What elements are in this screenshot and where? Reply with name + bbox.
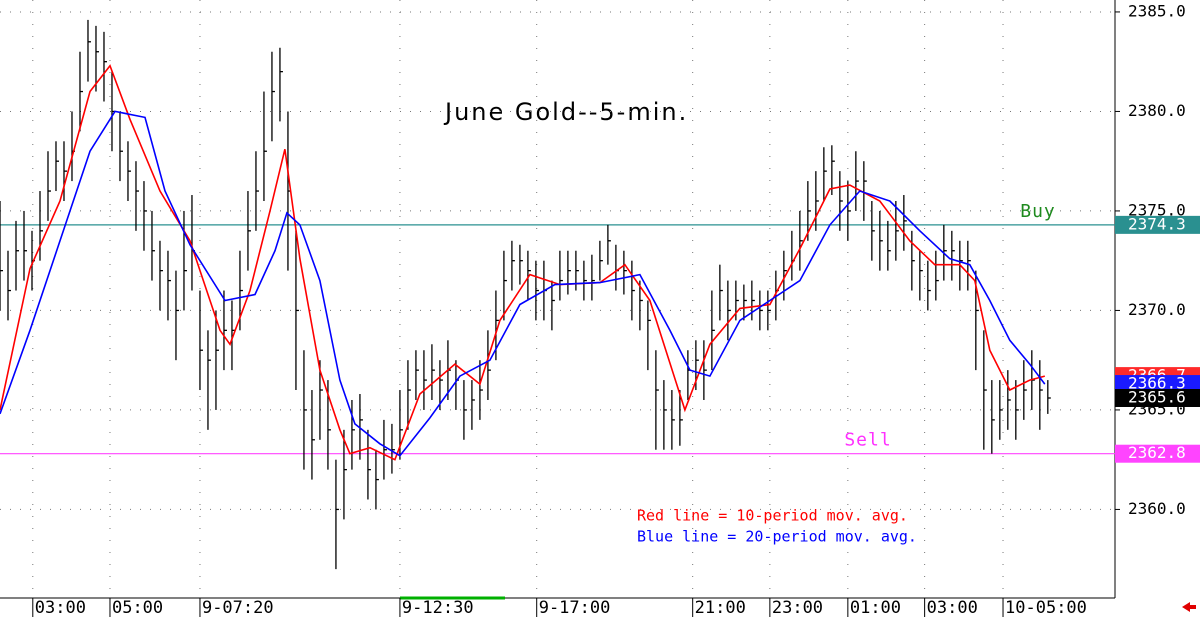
- level-label: Buy: [1020, 201, 1056, 222]
- annotation: Blue line = 20-period mov. avg.: [637, 528, 917, 546]
- x-tick-label: 01:00: [850, 598, 901, 617]
- price-label: 2366.3: [1128, 374, 1186, 393]
- y-tick-label: 2360.0: [1128, 499, 1186, 518]
- scroll-arrow[interactable]: [1182, 602, 1196, 612]
- x-tick-label: 9-07:20: [202, 598, 274, 617]
- y-tick-label: 2370.0: [1128, 300, 1186, 319]
- annotation: Red line = 10-period mov. avg.: [637, 507, 908, 525]
- level-value-box: [1115, 215, 1200, 234]
- chart-title: June Gold--5-min.: [443, 98, 688, 126]
- x-tick-label: 9-12:30: [402, 598, 474, 617]
- level-value-label: 2374.3: [1128, 214, 1186, 233]
- x-tick-label: 10-05:00: [1005, 598, 1087, 617]
- x-tick-label: 23:00: [772, 598, 823, 617]
- level-value-label: 2362.8: [1128, 443, 1186, 462]
- x-tick-label: 03:00: [927, 598, 978, 617]
- y-tick-label: 2375.0: [1128, 200, 1186, 219]
- x-tick-label: 9-17:00: [539, 598, 611, 617]
- price-label: 2365.6: [1128, 387, 1186, 406]
- y-tick-label: 2385.0: [1128, 1, 1186, 20]
- moving-average-line: [0, 64, 1046, 461]
- x-tick-label: 03:00: [35, 598, 86, 617]
- x-tick-label: 21:00: [695, 598, 746, 617]
- y-tick-label: 2380.0: [1128, 101, 1186, 120]
- moving-average-line: [0, 110, 1046, 457]
- level-value-box: [1115, 444, 1200, 463]
- price-label-box: [1115, 388, 1200, 407]
- x-tick-label: 05:00: [112, 598, 163, 617]
- price-label-box: [1115, 375, 1200, 394]
- level-label: Sell: [844, 430, 891, 451]
